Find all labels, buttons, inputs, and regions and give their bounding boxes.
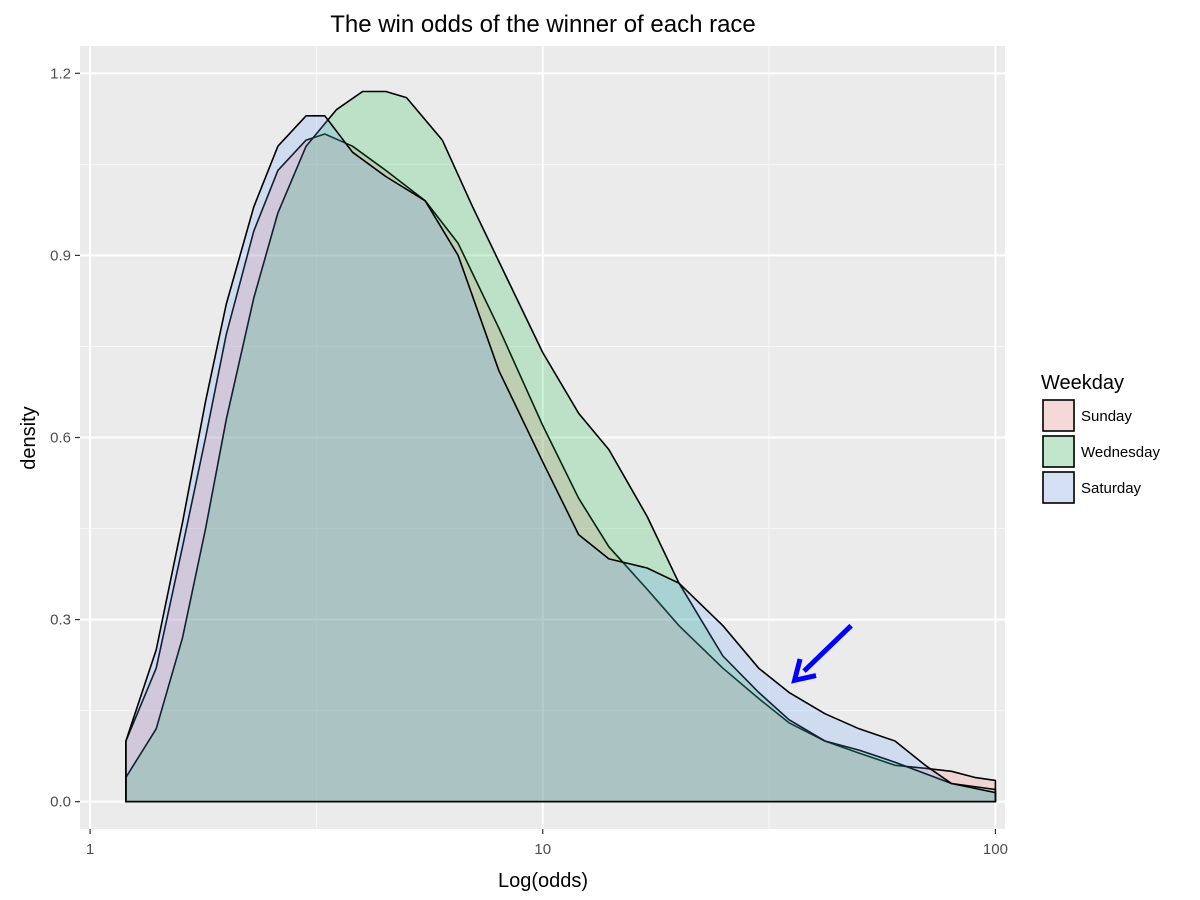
chart-title: The win odds of the winner of each race — [330, 11, 756, 38]
x-axis-title: Log(odds) — [498, 870, 588, 892]
density-area-wednesday — [125, 90, 997, 803]
annotations — [791, 623, 853, 684]
legend-key-bg-wednesday — [1042, 435, 1075, 468]
axes: 0.0 0.3 0.6 0.9 1.2 1 10 100 — [50, 65, 1008, 858]
y-axis-title: density — [18, 406, 40, 469]
legend-label-sunday: Sunday — [1081, 408, 1132, 425]
density-areas — [125, 90, 997, 803]
x-tick-label: 100 — [983, 841, 1008, 858]
legend-label-saturday: Saturday — [1081, 480, 1142, 497]
y-tick-label: 0.0 — [50, 794, 71, 811]
legend-key-sunday — [1042, 399, 1075, 432]
density-area-saturday — [125, 115, 997, 803]
legend: Weekday Sunday Wednesday Saturday — [1041, 372, 1160, 504]
annotation-arrow-head — [791, 658, 817, 684]
legend-key-wednesday — [1042, 435, 1075, 468]
x-tick-label: 10 — [534, 841, 551, 858]
legend-key-saturday — [1042, 471, 1075, 504]
y-tick-label: 0.3 — [50, 612, 71, 629]
legend-label-wednesday: Wednesday — [1081, 444, 1160, 461]
legend-key-bg-saturday — [1042, 471, 1075, 504]
y-tick-label: 0.6 — [50, 430, 71, 447]
density-area-sunday — [125, 133, 997, 803]
legend-key-bg-sunday — [1042, 399, 1075, 432]
y-tick-label: 0.9 — [50, 247, 71, 264]
x-tick-label: 1 — [86, 841, 94, 858]
annotation-arrow-shaft — [802, 623, 853, 673]
legend-title: Weekday — [1041, 372, 1124, 394]
y-tick-label: 1.2 — [50, 65, 71, 82]
